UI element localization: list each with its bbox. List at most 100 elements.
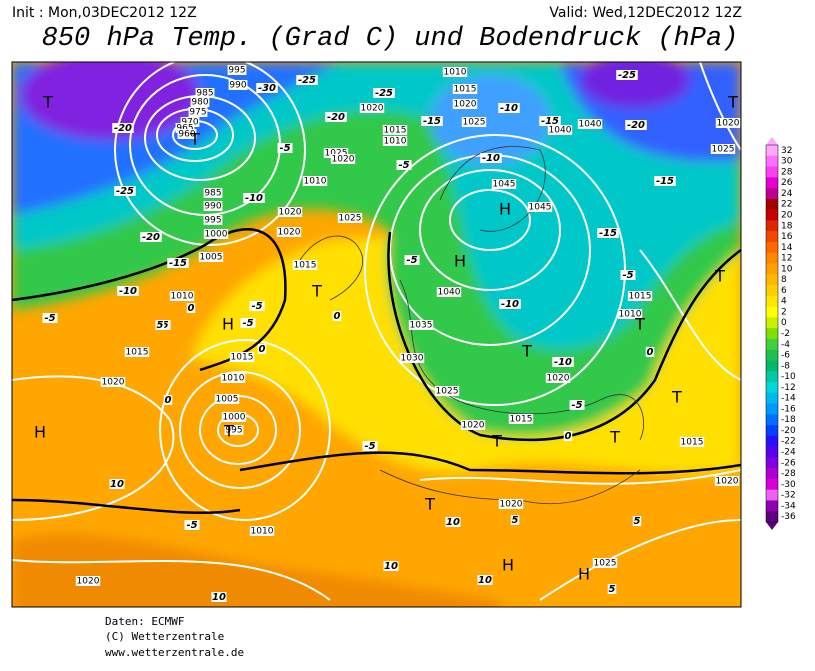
temperature-label-bg — [373, 88, 395, 98]
temperature-label: -10 — [500, 103, 518, 114]
isobar-label-bg — [169, 291, 195, 301]
temperature-label-bg — [563, 431, 573, 441]
isobar-label: 1000 — [223, 413, 246, 423]
isobar-label-bg — [188, 107, 208, 117]
colorbar-label: -32 — [781, 491, 796, 501]
colorbar-cell — [766, 381, 778, 394]
temperature-label: 0 — [259, 344, 266, 355]
colorbar-cell — [766, 263, 778, 275]
temperature-label-bg — [155, 320, 165, 330]
colorbar-label: 6 — [781, 286, 787, 296]
colorbar-cell — [766, 489, 778, 501]
temperature-label-bg — [552, 357, 574, 367]
colorbar-cell — [766, 500, 778, 512]
temperature-label: 5 — [157, 320, 164, 331]
isobar-label: 1015 — [231, 353, 254, 363]
temperature-label-bg — [569, 400, 585, 410]
isobar-label: 970 — [181, 118, 198, 128]
isobar-label: 1020 — [717, 119, 740, 129]
isobar-label-bg — [527, 202, 553, 212]
temperature-label-bg — [109, 479, 125, 489]
colorbar-cell — [766, 145, 778, 157]
isobar-label: 1020 — [278, 228, 301, 238]
colorbar-label: 10 — [781, 264, 793, 274]
temperature-label-bg — [383, 561, 399, 571]
temperature-label-bg — [499, 299, 521, 309]
isobar-label: 1025 — [594, 559, 617, 569]
temperature-label: -10 — [482, 153, 500, 164]
isobar-label: 1045 — [493, 180, 516, 190]
temperature-label: -10 — [245, 193, 263, 204]
isobars — [12, 62, 741, 601]
temperature-label-bg — [654, 176, 676, 186]
isobar-label-bg — [175, 123, 195, 133]
colorbar-cell — [766, 285, 778, 297]
temperature-label-bg — [117, 286, 139, 296]
temperature-label: -20 — [327, 112, 345, 123]
isobar-label-bg — [460, 420, 486, 430]
colorbar-cell — [766, 231, 778, 243]
isobar-label: 1020 — [361, 104, 384, 114]
colorbar-label: -6 — [781, 351, 790, 361]
isobar-label: 1020 — [454, 100, 477, 110]
colorbar-label: 2 — [781, 307, 787, 317]
temperature-label: -20 — [627, 120, 645, 131]
temperature-label: -5 — [44, 313, 55, 324]
isobar-label: 1020 — [102, 378, 125, 388]
isobar-label-bg — [382, 136, 408, 146]
copyright: (C) Wetterzentrale — [105, 630, 224, 643]
temperature-label-bg — [510, 515, 520, 525]
isobar-label-bg — [452, 99, 478, 109]
colorbar-label: -2 — [781, 329, 790, 339]
temperature-label-bg — [597, 228, 619, 238]
isobar-label-bg — [220, 373, 246, 383]
temperature-label: -5 — [251, 301, 262, 312]
colorbar-label: -22 — [781, 437, 796, 447]
isobar-label-bg — [214, 394, 240, 404]
temperature-label-bg — [42, 313, 58, 323]
isobar-label-bg — [198, 252, 224, 262]
temperature-label-bg — [277, 143, 293, 153]
isobar-label: 1010 — [384, 137, 407, 147]
isobar-label-bg — [679, 437, 705, 447]
temperature-label-bg — [184, 520, 200, 530]
temperature-label-bg — [421, 116, 443, 126]
colorbar-bottom-arrow — [766, 522, 778, 530]
pressure-center: H — [578, 565, 590, 584]
colorbar-cell — [766, 306, 778, 318]
pressure-center: T — [189, 130, 200, 149]
colorbar-label: -8 — [781, 361, 790, 371]
temperature-label: -25 — [116, 186, 134, 197]
isobar-label: 1005 — [216, 395, 239, 405]
colorbar-label: -14 — [781, 394, 796, 404]
temperature-label: -10 — [554, 357, 572, 368]
pressure-center: T — [609, 428, 620, 447]
url: www.wetterzentrale.de — [105, 646, 244, 659]
pressure-center: T — [521, 342, 532, 361]
pressure-center: T — [42, 93, 53, 112]
temperature-label-bg — [445, 517, 461, 527]
temperature-label: -5 — [571, 400, 582, 411]
isobar-label-bg — [229, 352, 255, 362]
temperature-label-bg — [607, 584, 617, 594]
isobar-label: 1020 — [332, 155, 355, 165]
isobar-label: 1005 — [200, 253, 223, 263]
isobar-label-bg — [627, 291, 653, 301]
isobar-label: 1010 — [251, 527, 274, 537]
temperature-label-bg — [480, 153, 502, 163]
isobar-label: 990 — [229, 81, 246, 91]
isobar-label: 1025 — [463, 118, 486, 128]
temperature-label: 10 — [446, 517, 460, 528]
colorbar-cell — [766, 198, 778, 210]
colorbar-label: 12 — [781, 254, 792, 264]
temperature-label: 0 — [165, 395, 172, 406]
isobar-label-bg — [710, 144, 736, 154]
temperature-label-bg — [240, 318, 256, 328]
isobar-label: 1000 — [205, 230, 228, 240]
colorbar-cell — [766, 457, 778, 469]
temperature-label-bg — [332, 311, 342, 321]
isobar-label: 1030 — [401, 354, 424, 364]
isobar-label: 965 — [176, 124, 193, 134]
colorbar-label: 22 — [781, 200, 792, 210]
colorbar-label: -10 — [781, 372, 796, 382]
